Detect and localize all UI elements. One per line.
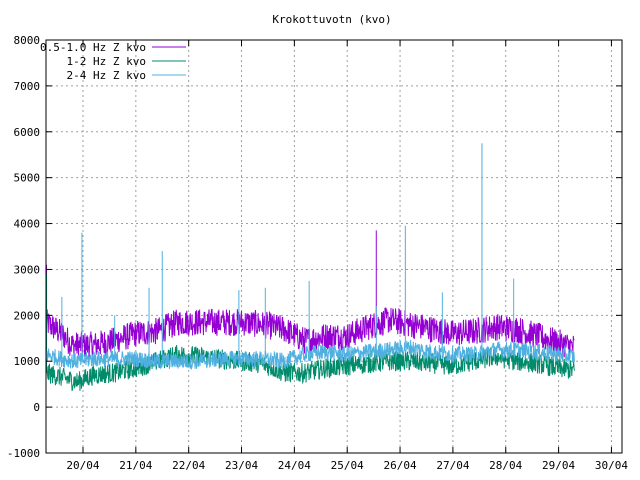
y-tick-label: 1000 [14, 355, 41, 368]
y-axis: -1000 0 1000 2000 3000 4000 5000 6000 7000 8000 [7, 34, 622, 460]
x-tick-label: 21/04 [119, 459, 152, 472]
x-tick-label: 30/04 [595, 459, 628, 472]
series-layer [45, 143, 575, 391]
grid-lines [46, 40, 622, 453]
series-line-3 [45, 338, 575, 370]
y-tick-label: 6000 [14, 126, 41, 139]
x-axis: 20/04 21/04 22/04 23/04 24/04 25/04 26/04 27/04… [66, 40, 628, 472]
series-line-2 [45, 344, 575, 391]
plot-frame [45, 39, 623, 454]
x-tick-label: 28/04 [489, 459, 522, 472]
y-tick-label: 8000 [14, 34, 41, 47]
legend-label: 0.5-1.0 Hz Z kvo [40, 41, 146, 54]
y-tick-label: 4000 [14, 218, 41, 231]
chart-title: Krokottuvotn (kvo) [272, 13, 391, 26]
x-tick-label: 27/04 [436, 459, 469, 472]
y-tick-label: 7000 [14, 80, 41, 93]
y-tick-label: 3000 [14, 263, 41, 276]
x-tick-label: 20/04 [66, 459, 99, 472]
y-tick-label: -1000 [7, 447, 40, 460]
x-tick-label: 22/04 [172, 459, 205, 472]
legend-label: 2-4 Hz Z kvo [67, 69, 146, 82]
x-tick-label: 24/04 [278, 459, 311, 472]
x-tick-label: 25/04 [331, 459, 364, 472]
y-tick-label: 5000 [14, 172, 41, 185]
x-tick-label: 29/04 [542, 459, 575, 472]
x-tick-label: 23/04 [225, 459, 258, 472]
legend-label: 1-2 Hz Z kvo [67, 55, 146, 68]
y-tick-label: 0 [33, 401, 40, 414]
y-tick-label: 2000 [14, 309, 41, 322]
x-tick-label: 26/04 [383, 459, 416, 472]
